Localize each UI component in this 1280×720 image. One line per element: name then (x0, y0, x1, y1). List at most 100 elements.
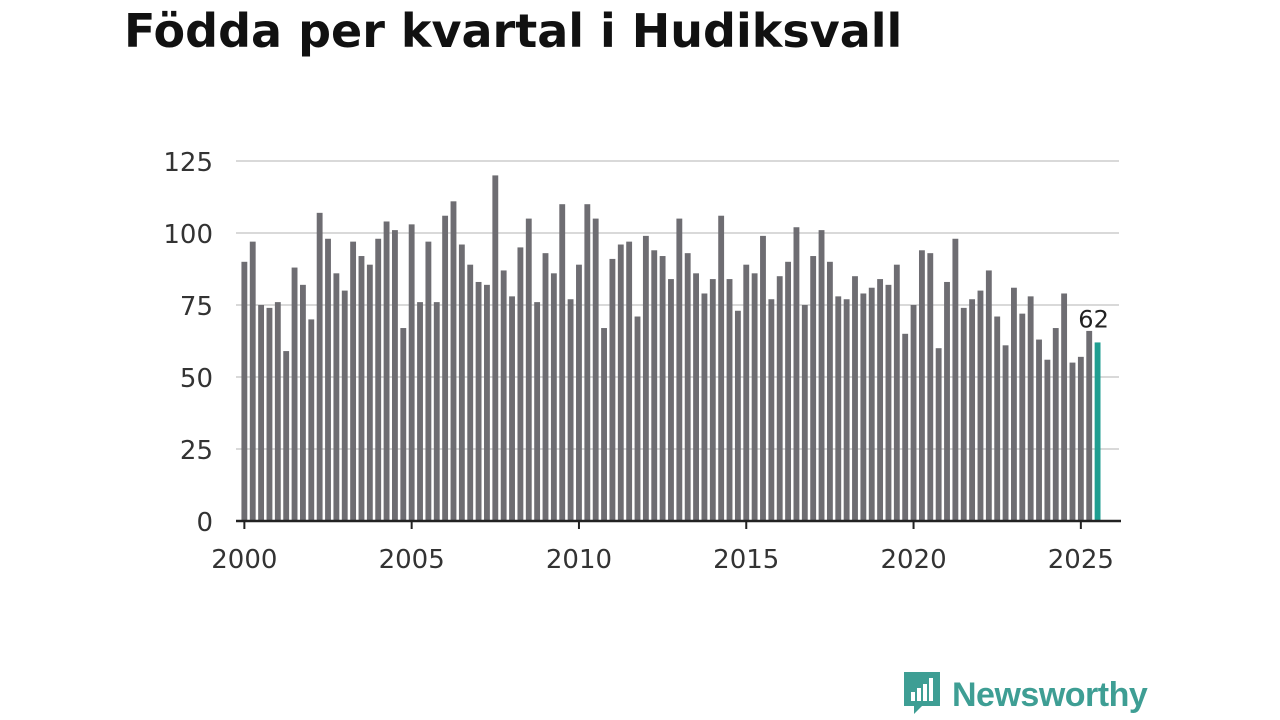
bar (442, 215, 449, 521)
bar (676, 218, 683, 521)
bar (935, 348, 942, 521)
bar (709, 279, 716, 521)
bar (693, 273, 699, 521)
bar (785, 261, 792, 521)
bar (801, 305, 808, 521)
bar (291, 267, 298, 521)
bar (584, 204, 591, 521)
bar (341, 290, 348, 521)
bar (358, 256, 365, 521)
bar (475, 281, 482, 521)
bar (542, 253, 549, 521)
bar (500, 270, 507, 521)
bar (492, 175, 499, 521)
bar (458, 244, 465, 521)
bar (626, 241, 633, 521)
bar (793, 227, 800, 522)
bar (776, 276, 783, 521)
bar (1002, 345, 1009, 521)
bar (902, 333, 909, 521)
bar (852, 276, 858, 521)
brand-name: Newsworthy (952, 675, 1148, 714)
bar (266, 307, 273, 521)
bar (944, 281, 950, 521)
bar (509, 296, 515, 521)
bar (525, 218, 532, 521)
bar (417, 302, 423, 521)
bar (659, 256, 666, 521)
bar (308, 319, 315, 521)
bar (1027, 296, 1034, 521)
bar (726, 279, 733, 521)
bar (241, 261, 248, 521)
bar (258, 305, 265, 521)
annotations: 62 (1078, 305, 1109, 333)
bar (1069, 362, 1076, 521)
x-tick-label: 2005 (379, 545, 445, 575)
bar (392, 230, 398, 521)
newsworthy-logo: Newsworthy (902, 670, 1148, 720)
bar (826, 261, 833, 521)
bar-highlight (1094, 342, 1101, 521)
bar (701, 293, 708, 521)
bar (952, 238, 959, 521)
bar (994, 316, 1001, 521)
y-tick-label: 50 (180, 364, 213, 394)
bar (1044, 359, 1051, 521)
bar (718, 215, 725, 521)
bar (517, 247, 524, 521)
bar-series (241, 175, 1101, 522)
y-axis-ticks: 0 25 50 75 100 125 (163, 148, 213, 538)
bar (985, 270, 992, 521)
bar (684, 253, 691, 521)
x-tick-label: 2025 (1048, 545, 1114, 575)
bar (1019, 313, 1026, 521)
bar (601, 328, 607, 521)
bar (425, 241, 432, 521)
x-tick-label: 2020 (880, 545, 946, 575)
bar (534, 302, 541, 521)
x-axis: 2000 2005 2010 2015 2020 2025 (211, 519, 1121, 575)
bar (299, 284, 306, 521)
bar (325, 238, 331, 521)
bar (400, 328, 407, 521)
bar (843, 299, 850, 521)
bar (366, 264, 373, 521)
bar (1077, 356, 1084, 521)
y-tick-label: 0 (196, 508, 213, 538)
bar (734, 310, 741, 521)
bar (567, 299, 574, 521)
bar (1052, 328, 1059, 521)
bar (592, 218, 599, 521)
bar (860, 293, 867, 521)
bar (249, 241, 256, 521)
bar (333, 273, 340, 521)
y-tick-label: 25 (180, 436, 213, 466)
bar (559, 204, 566, 521)
bar (885, 284, 892, 521)
bar (960, 307, 967, 521)
y-tick-label: 100 (163, 220, 213, 250)
bar (1011, 287, 1017, 521)
bar-chart-speech-bubble-icon (902, 670, 942, 720)
bar (818, 230, 825, 521)
chart-title: Födda per kvartal i Hudiksvall (124, 4, 903, 58)
x-tick-label: 2010 (546, 545, 612, 575)
bar (617, 244, 624, 521)
bar (1036, 339, 1042, 521)
bar (651, 250, 658, 521)
bar (350, 241, 357, 521)
bar (450, 201, 457, 521)
bar (1061, 293, 1068, 521)
bar (375, 238, 382, 521)
x-tick-label: 2015 (713, 545, 779, 575)
bar (969, 299, 976, 521)
bar (977, 290, 984, 521)
bar (1086, 330, 1093, 521)
x-tick-label: 2000 (211, 545, 277, 575)
bar (668, 279, 674, 521)
bar (877, 279, 884, 521)
bar (408, 224, 415, 522)
bar (743, 264, 750, 521)
bar (634, 316, 641, 521)
